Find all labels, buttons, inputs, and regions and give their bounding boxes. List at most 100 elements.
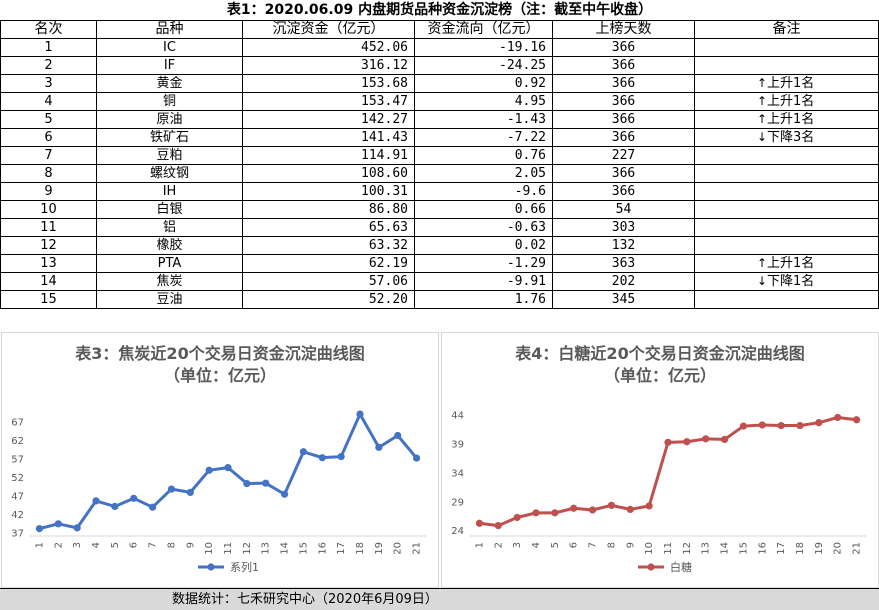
x-tick-label: 1	[474, 542, 485, 548]
note-cell: ↓下降3名	[694, 128, 879, 147]
col-header-days: 上榜天数	[552, 20, 695, 39]
flow-cell: 0.76	[414, 146, 553, 165]
data-point	[73, 524, 81, 532]
x-tick-label: 2	[493, 542, 504, 548]
col-header-rank: 名次	[0, 20, 97, 39]
days-cell: 345	[552, 290, 695, 309]
x-tick-label: 4	[91, 542, 102, 548]
chart-sugar-title: 表4：白糖近20个交易日资金沉淀曲线图	[515, 344, 805, 363]
flow-cell: -1.43	[414, 110, 553, 129]
data-point	[645, 502, 653, 510]
table-row: 9 IH 100.31 -9.6 366	[0, 182, 879, 201]
col-header-name: 品种	[96, 20, 243, 39]
footer-bar: 数据统计：七禾研究中心（2020年6月09日）	[0, 588, 879, 610]
data-point	[588, 506, 597, 514]
days-cell: 132	[552, 236, 695, 255]
x-tick-label: 6	[129, 542, 140, 548]
arrow-up-icon: ↑	[757, 112, 768, 126]
note-cell: ↑上升1名	[694, 74, 879, 93]
x-tick-label: 14	[720, 542, 731, 555]
data-point	[35, 525, 44, 533]
data-point	[551, 509, 559, 517]
y-tick-label: 37	[11, 528, 24, 539]
note-cell	[694, 236, 879, 255]
x-tick-label: 8	[166, 542, 177, 548]
rank-cell: 7	[0, 146, 97, 165]
note-cell	[694, 164, 879, 183]
data-point	[356, 410, 364, 418]
capital-cell: 452.06	[242, 38, 415, 57]
flow-cell: -9.6	[414, 182, 553, 201]
data-point	[148, 503, 157, 511]
days-cell: 366	[552, 128, 695, 147]
x-tick-label: 16	[317, 542, 328, 555]
ranking-table: 名次 品种 沉淀资金（亿元） 资金流向（亿元） 上榜天数 备注 1 IC 452.0…	[0, 20, 879, 309]
y-tick-label: 47	[11, 491, 24, 502]
chart-coke: 表3：焦炭近20个交易日资金沉淀曲线图 （单位：亿元） 37 42 47 52 57 62…	[1, 332, 439, 588]
name-cell: 铁矿石	[96, 128, 243, 147]
x-tick-label: 21	[852, 542, 863, 555]
days-cell: 54	[552, 200, 695, 219]
x-tick-label: 4	[531, 542, 542, 548]
note-text: 下降1名	[767, 274, 815, 289]
x-tick-label: 1	[34, 542, 45, 548]
capital-cell: 114.91	[242, 146, 415, 165]
data-point	[702, 435, 710, 443]
y-tick-label: 24	[451, 526, 464, 537]
x-tick-label: 8	[606, 542, 617, 548]
days-cell: 366	[552, 164, 695, 183]
x-tick-label: 14	[280, 542, 291, 555]
data-point	[394, 431, 402, 440]
chart-sugar: 表4：白糖近20个交易日资金沉淀曲线图 （单位：亿元） 24 29 34 39 44 1 2…	[441, 332, 879, 588]
note-cell	[694, 146, 879, 165]
capital-cell: 100.31	[242, 182, 415, 201]
arrow-up-icon: ↑	[757, 256, 768, 270]
table-header-row: 名次 品种 沉淀资金（亿元） 资金流向（亿元） 上榜天数 备注	[0, 20, 879, 39]
x-tick-label: 5	[110, 542, 121, 548]
data-point	[299, 448, 308, 456]
name-cell: 铝	[96, 218, 243, 237]
x-tick-label: 11	[663, 542, 674, 555]
x-tick-label: 7	[148, 542, 159, 548]
x-tick-label: 7	[588, 542, 599, 548]
chart-coke-title: 表3：焦炭近20个交易日资金沉淀曲线图	[75, 344, 365, 363]
arrow-down-icon: ↓	[757, 274, 768, 288]
table-row: 2 IF 316.12 -24.25 366	[0, 56, 879, 75]
chart-sugar-subtitle: （单位：亿元）	[603, 366, 716, 385]
note-text: 上升1名	[767, 94, 815, 109]
table-row: 5 原油 142.27 -1.43 366 ↑上升1名	[0, 110, 879, 129]
y-tick-label: 29	[451, 497, 464, 508]
data-point	[758, 421, 766, 429]
name-cell: IC	[96, 38, 243, 57]
data-point	[205, 466, 213, 474]
note-cell	[694, 200, 879, 219]
capital-cell: 142.27	[242, 110, 415, 129]
rank-cell: 8	[0, 164, 97, 183]
note-cell: ↑上升1名	[694, 254, 879, 273]
flow-cell: -9.91	[414, 272, 553, 291]
capital-cell: 63.32	[242, 236, 415, 255]
capital-cell: 62.19	[242, 254, 415, 273]
flow-cell: 0.92	[414, 74, 553, 93]
data-point	[262, 479, 270, 487]
data-point	[777, 421, 785, 430]
x-tick-label: 10	[204, 542, 215, 555]
x-tick-label: 21	[412, 542, 423, 555]
data-point	[186, 488, 194, 497]
rank-cell: 2	[0, 56, 97, 75]
capital-cell: 316.12	[242, 56, 415, 75]
data-point	[815, 419, 823, 427]
table-row: 13 PTA 62.19 -1.29 363 ↑上升1名	[0, 254, 879, 273]
legend-label: 系列1	[230, 560, 259, 574]
y-tick-label: 57	[11, 454, 24, 465]
name-cell: IF	[96, 56, 243, 75]
x-tick-label: 15	[298, 542, 309, 555]
name-cell: PTA	[96, 254, 243, 273]
data-point	[337, 452, 345, 461]
note-cell: ↓下降1名	[694, 272, 879, 291]
capital-cell: 141.43	[242, 128, 415, 147]
data-point	[664, 438, 672, 446]
x-tick-label: 18	[355, 542, 366, 555]
name-cell: 螺纹钢	[96, 164, 243, 183]
flow-cell: 0.02	[414, 236, 553, 255]
